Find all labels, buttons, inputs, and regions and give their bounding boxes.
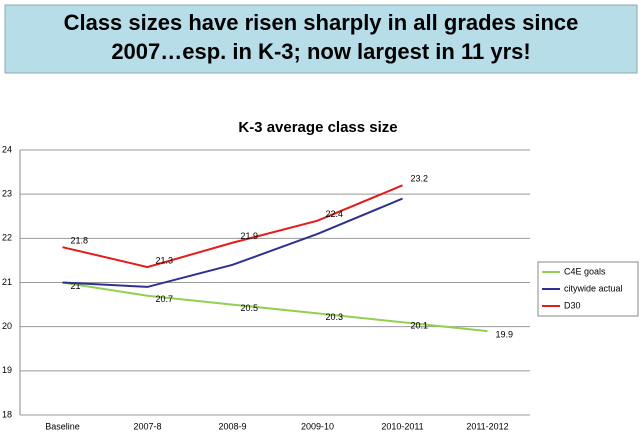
data-label: 21.3 — [156, 255, 174, 265]
x-tick-label: 2007-8 — [133, 421, 161, 431]
y-tick-label: 23 — [2, 189, 12, 199]
legend-label: C4E goals — [564, 266, 606, 276]
y-tick-label: 18 — [2, 409, 12, 419]
y-tick-label: 20 — [2, 321, 12, 331]
slide-title: Class sizes have risen sharply in all gr… — [64, 10, 579, 35]
y-tick-label: 21 — [2, 277, 12, 287]
data-label: 19.9 — [496, 329, 514, 339]
slide-title: 2007…esp. in K-3; now largest in 11 yrs! — [111, 39, 530, 64]
line-series — [62, 281, 488, 333]
title-box — [4, 4, 638, 74]
x-tick-label: 2010-2011 — [381, 421, 423, 431]
y-tick-label: 22 — [2, 233, 12, 243]
line-series — [62, 197, 403, 288]
x-tick-label: 2008-9 — [218, 421, 246, 431]
data-label: 20.3 — [326, 312, 344, 322]
x-tick-label: 2011-2012 — [466, 421, 508, 431]
legend-label: citywide actual — [564, 283, 623, 293]
chart-title: K-3 average class size — [238, 119, 397, 136]
data-label: 22.4 — [326, 209, 344, 219]
data-label: 21.8 — [71, 236, 89, 246]
data-label: 23.2 — [411, 174, 429, 184]
legend-label: D30 — [564, 300, 581, 310]
data-label: 20.5 — [241, 303, 259, 313]
data-label: 21.9 — [241, 231, 259, 241]
line-series — [62, 184, 403, 269]
x-tick-label: Baseline — [45, 421, 80, 431]
x-tick-label: 2009-10 — [301, 421, 334, 431]
data-label: 20.7 — [156, 294, 174, 304]
y-tick-label: 24 — [2, 144, 12, 154]
y-tick-label: 19 — [2, 365, 12, 375]
data-label: 21 — [71, 281, 81, 291]
data-label: 20.1 — [411, 321, 429, 331]
